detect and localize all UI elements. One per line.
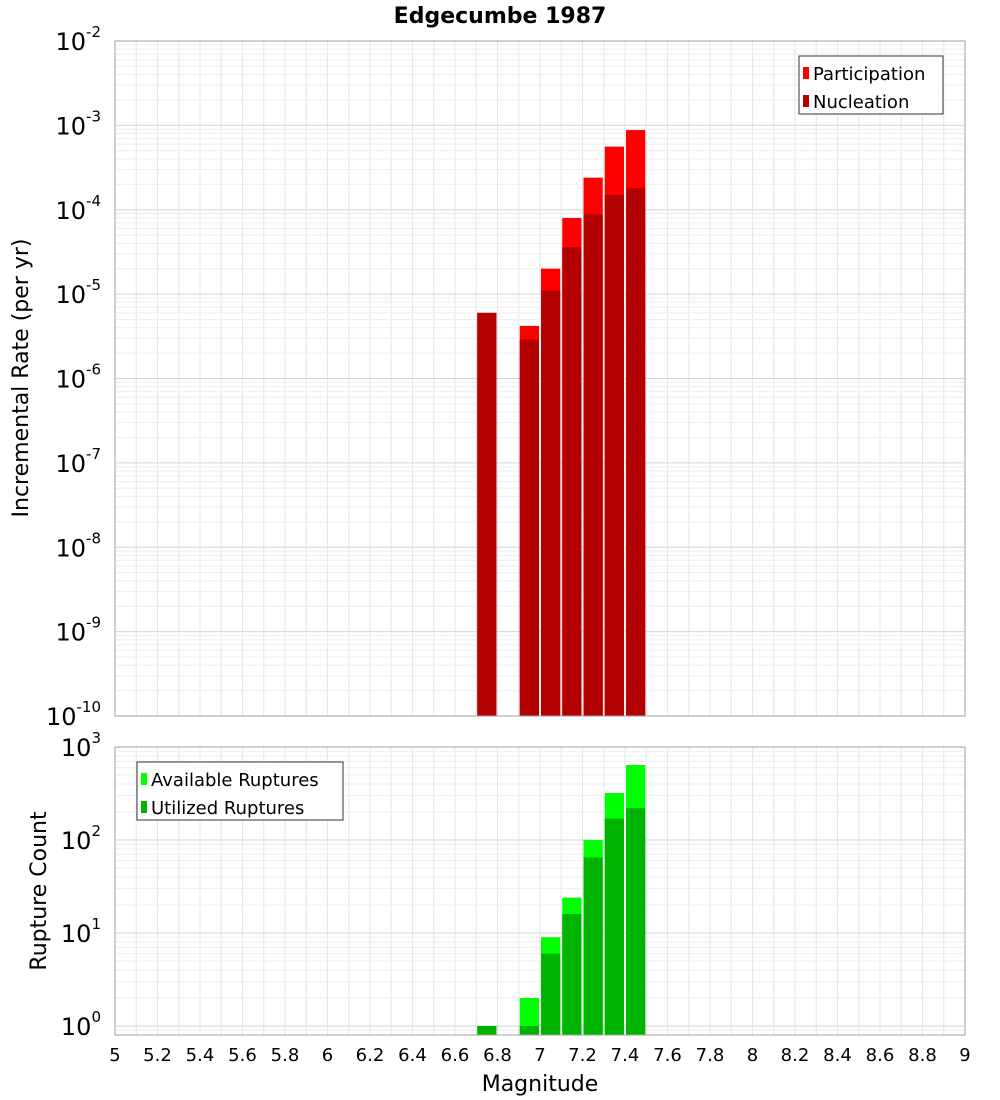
top-ylabel: Incremental Rate (per yr)	[9, 239, 34, 518]
bar-utilized	[519, 1025, 539, 1035]
x-tick-label: 6.6	[441, 1045, 470, 1066]
x-tick-label: 7.2	[568, 1045, 597, 1066]
x-tick-label: 7.8	[696, 1045, 725, 1066]
top-plot: 10-10 10-9 10-8 10-7 10-6 10-5 10-4 10-3 10-2 Par…	[46, 23, 966, 731]
y-tick-label: 10-3	[55, 107, 101, 140]
bar-nucleation	[626, 188, 646, 717]
y-tick-label: 102	[61, 822, 101, 855]
x-tick-label: 6	[322, 1045, 333, 1066]
bar-utilized	[541, 953, 561, 1035]
bottom-ylabel: Rupture Count	[27, 811, 52, 971]
x-tick-label: 7.4	[611, 1045, 640, 1066]
x-tick-label: 6.8	[483, 1045, 512, 1066]
y-tick-label: 10-7	[55, 445, 101, 478]
x-tick-label: 5.8	[271, 1045, 300, 1066]
x-tick-label: 8.4	[823, 1045, 852, 1066]
bar-nucleation	[541, 290, 561, 716]
x-tick-label: 9	[959, 1045, 970, 1066]
xlabel: Magnitude	[482, 1072, 599, 1097]
x-tick-label: 8.2	[781, 1045, 810, 1066]
legend-swatch	[141, 801, 147, 813]
bar-utilized	[583, 857, 603, 1035]
x-tick-label: 5.6	[228, 1045, 257, 1066]
bar-nucleation	[477, 312, 497, 716]
bar-nucleation	[604, 194, 624, 716]
legend-label: Utilized Ruptures	[151, 798, 304, 819]
y-tick-label: 10-10	[46, 698, 101, 731]
legend-label: Participation	[813, 64, 925, 85]
bottom-plot: 100 101 102 103 5 5.2 5.4 5.6 5.8 6 6.2 6.4 6.6 6.8 7 7…	[61, 729, 971, 1066]
legend-swatch	[803, 67, 809, 79]
legend-label: Available Ruptures	[151, 770, 319, 791]
bar-nucleation	[583, 214, 603, 717]
x-tick-label: 7.6	[653, 1045, 682, 1066]
plot-border	[114, 40, 966, 717]
legend-box	[136, 761, 344, 821]
bar-utilized	[626, 808, 646, 1035]
bar-available	[519, 997, 539, 1035]
y-tick-label: 10-2	[55, 23, 101, 56]
legend-box	[798, 55, 944, 115]
bar-utilized	[562, 914, 582, 1035]
x-tick-label: 5.4	[186, 1045, 215, 1066]
x-tick-label: 7	[534, 1045, 545, 1066]
plot-border	[114, 746, 966, 1036]
x-tick-label: 8.8	[908, 1045, 937, 1066]
legend-swatch	[803, 95, 809, 107]
y-tick-label: 10-8	[55, 529, 101, 562]
y-tick-label: 103	[61, 729, 101, 762]
y-tick-label: 10-4	[55, 192, 101, 225]
bar-nucleation	[562, 247, 582, 716]
x-tick-label: 8	[747, 1045, 758, 1066]
y-tick-label: 100	[61, 1008, 101, 1041]
bar-utilized	[604, 818, 624, 1035]
bar-utilized	[477, 1025, 497, 1035]
y-tick-label: 101	[61, 915, 101, 948]
bar-nucleation	[519, 339, 539, 716]
y-tick-label: 10-9	[55, 614, 101, 647]
chart-title: Edgecumbe 1987	[394, 4, 607, 29]
x-tick-label: 6.4	[398, 1045, 427, 1066]
x-tick-label: 5	[109, 1045, 120, 1066]
y-tick-label: 10-5	[55, 276, 101, 309]
x-tick-label: 8.6	[866, 1045, 895, 1066]
legend-label: Nucleation	[813, 92, 909, 113]
x-tick-label: 5.2	[143, 1045, 172, 1066]
x-tick-label: 6.2	[356, 1045, 385, 1066]
y-tick-label: 10-6	[55, 361, 101, 394]
legend-swatch	[141, 773, 147, 785]
